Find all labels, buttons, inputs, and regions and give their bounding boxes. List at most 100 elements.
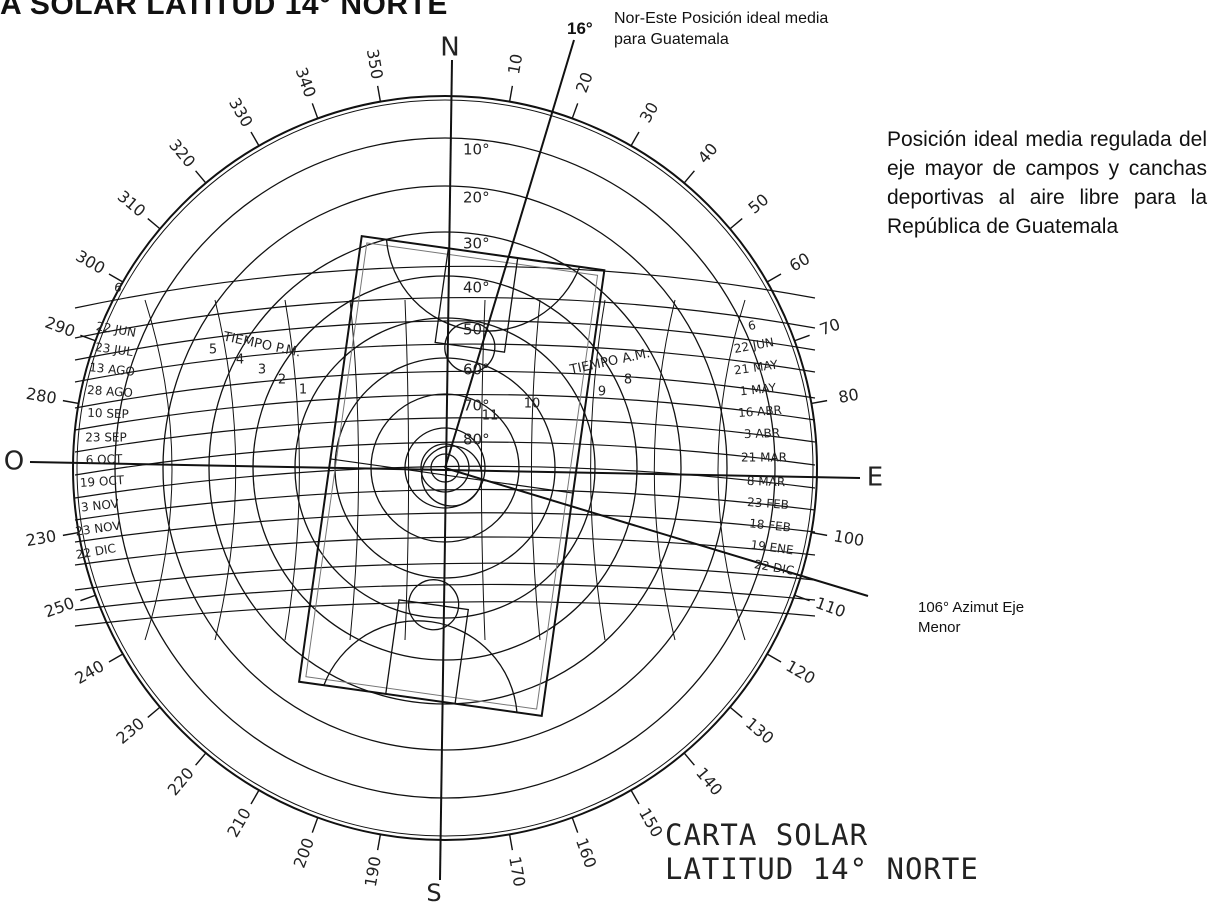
azimuth-tick [729, 706, 743, 718]
court-key-top [434, 247, 519, 353]
azimuth-label: 250 [42, 593, 77, 621]
azimuth-label: 230 [24, 526, 57, 550]
azimuth-label: 60 [786, 249, 813, 276]
azimuth-label: 140 [692, 764, 726, 800]
altitude-label: 80° [463, 431, 490, 449]
azimuth-tick [508, 85, 514, 102]
azimuth-label: 230 [112, 714, 148, 748]
azimuth-label: 280 [25, 384, 58, 408]
date-label-left: 13 AGO [89, 360, 136, 379]
azimuth-label: 240 [71, 656, 107, 688]
date-label-right: 16 ABR [738, 403, 783, 420]
azimuth-label: 10 [504, 52, 526, 75]
azimuth-tick [630, 131, 640, 147]
azimuth-label: 290 [42, 313, 77, 341]
court-arc-top [385, 239, 581, 332]
date-curve [74, 417, 816, 453]
east-west-axis [29, 461, 861, 479]
date-curve [74, 393, 816, 431]
sports-court-overlay [297, 235, 606, 717]
chart-subtitle: LATITUD 14° NORTE [665, 852, 979, 886]
time-pm-hour: 1 [299, 383, 307, 398]
north-axis-label: 16° [567, 19, 593, 38]
azimuth-label: 220 [164, 764, 198, 800]
hour-curve [653, 299, 676, 641]
azimuth-label: 330 [225, 94, 257, 130]
azimuth-tick [62, 399, 79, 405]
date-label-right: 6 [747, 318, 757, 333]
altitude-label: 50° [463, 321, 490, 339]
azimuth-tick [311, 817, 319, 833]
side-note: Posición ideal media regulada del eje ma… [887, 128, 1207, 238]
azimuth-tick [683, 752, 695, 766]
azimuth-label: 80 [837, 385, 860, 407]
date-label-left: 10 SEP [87, 406, 129, 421]
azimuth-tick [195, 170, 207, 184]
hour-curve [349, 299, 360, 641]
date-label-right: 21 MAY [733, 357, 779, 377]
minor-axis-note: 106° Azimut Eje Menor [918, 599, 1025, 636]
date-label-left: 6 OCT [85, 452, 123, 467]
azimuth-label: 130 [742, 714, 778, 748]
azimuth-tick [630, 789, 640, 805]
hour-curve [144, 299, 173, 641]
azimuth-tick [62, 531, 79, 537]
azimuth-tick [571, 103, 579, 119]
altitude-label: 20° [463, 189, 490, 207]
azimuth-tick [571, 817, 579, 833]
azimuth-tick [811, 399, 828, 405]
date-label-right: 1 MAY [739, 381, 777, 399]
axis-106-azimuth [444, 467, 869, 597]
cardinal-south: S [426, 879, 441, 905]
azimuth-tick [376, 85, 382, 102]
date-label-left: 19 OCT [79, 473, 125, 490]
azimuth-label: 170 [505, 855, 529, 888]
date-curve [74, 296, 816, 339]
outer-ring-inner [76, 99, 814, 837]
date-curve [74, 441, 816, 476]
date-label-left: 23 SEP [85, 431, 127, 445]
date-label-right: 18 FEB [749, 516, 792, 534]
azimuth-tick [376, 834, 382, 851]
azimuth-label: 50 [745, 190, 773, 218]
azimuth-label: 70 [817, 314, 843, 339]
time-am-hour: 11 [482, 409, 499, 424]
altitude-ring [208, 231, 682, 705]
azimuth-tick [250, 131, 260, 147]
cardinal-west: O [4, 447, 24, 477]
altitude-label: 60° [463, 361, 490, 379]
azimuth-label: 160 [572, 835, 600, 870]
azimuth-label: 300 [72, 246, 108, 278]
date-label-right: 22 DIC [753, 557, 795, 578]
hour-curve [717, 299, 746, 641]
date-label-left: 23 NOV [74, 518, 122, 538]
altitude-ring [162, 185, 728, 751]
time-pm-hour: 4 [236, 353, 244, 368]
court-ft-circle-bottom [407, 579, 460, 631]
azimuth-tick [729, 218, 743, 230]
date-label-right: 22 JUN [733, 335, 775, 356]
time-am-title: TIEMPO A.M. [568, 346, 652, 378]
date-label-right: 23 FEB [747, 495, 790, 512]
azimuth-tick [108, 653, 124, 663]
altitude-label: 30° [463, 235, 490, 253]
date-label-left: 6 [113, 280, 123, 295]
date-label-left: 28 AGO [87, 383, 134, 400]
azimuth-label: 20 [572, 70, 597, 96]
date-label-right: 19 ENE [750, 538, 795, 558]
time-pm-hour: 3 [258, 363, 266, 378]
date-label-right: 21 MAR [741, 451, 787, 465]
time-am-hour: 9 [598, 385, 606, 400]
court-midline [330, 458, 574, 494]
time-pm-hour: 5 [209, 343, 217, 358]
azimuth-tick [250, 789, 260, 805]
court-center-circle [421, 445, 483, 507]
azimuth-tick [508, 834, 514, 851]
azimuth-tick [147, 706, 161, 718]
diagram-labels: 1020304050607080100110120130140150160170… [4, 33, 883, 905]
orientation-axes [29, 39, 869, 881]
azimuth-label: 210 [223, 805, 255, 841]
date-label-left: 22 JUN [95, 319, 137, 340]
azimuth-label: 100 [832, 526, 865, 550]
